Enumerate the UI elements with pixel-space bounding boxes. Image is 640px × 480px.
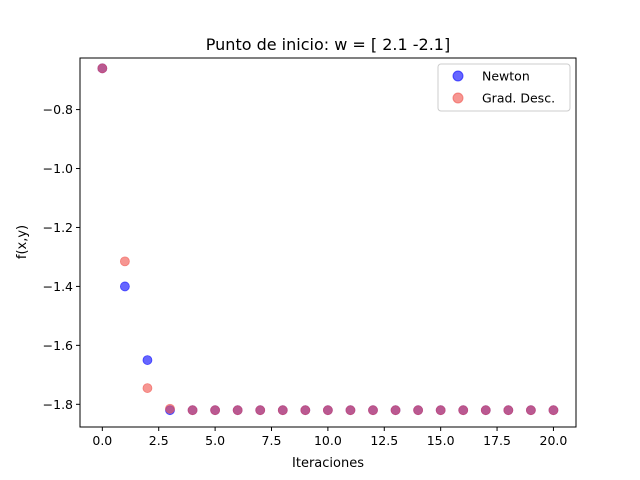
grad-desc-point <box>277 405 288 416</box>
grad-desc-point <box>300 405 311 416</box>
grad-desc-point <box>165 403 175 414</box>
legend-box <box>437 63 571 112</box>
y-tick-label: −1.2 <box>43 220 73 235</box>
x-tick-label: 2.5 <box>149 433 169 448</box>
x-axis: 0.0 2.5 5.0 7.5 10.0 12.5 15.0 17.5 20.0 <box>92 427 567 448</box>
x-tick-label: 5.0 <box>205 433 225 448</box>
grad-desc-point <box>525 405 536 416</box>
grad-desc-point <box>322 405 333 416</box>
grad-desc-point <box>413 405 424 416</box>
grad-desc-point <box>548 405 559 416</box>
grad-desc-point <box>142 383 153 393</box>
y-tick-label: −0.8 <box>43 102 73 117</box>
grad-desc-point <box>97 63 108 74</box>
y-tick-label: −1.6 <box>43 338 73 353</box>
grad-desc-point <box>368 405 378 416</box>
series-newton <box>97 63 559 416</box>
grad-desc-point <box>210 405 221 416</box>
grad-desc-point <box>390 405 401 416</box>
chart-title: Punto de inicio: w = [ 2.1 -2.1] <box>206 35 450 54</box>
grad-desc-point <box>255 405 266 416</box>
x-tick-label: 17.5 <box>483 433 511 448</box>
legend-label-newton: Newton <box>482 69 530 84</box>
grad-desc-point <box>458 405 469 416</box>
y-tick-label: −1.4 <box>43 279 73 294</box>
x-tick-label: 20.0 <box>540 433 568 448</box>
grad-desc-point <box>119 256 130 267</box>
x-tick-label: 15.0 <box>427 433 455 448</box>
legend-label-grad-desc: Grad. Desc. <box>482 91 555 106</box>
legend-marker-grad-desc <box>452 92 464 104</box>
x-tick-label: 7.5 <box>262 433 282 448</box>
x-tick-label: 12.5 <box>370 433 398 448</box>
legend-marker-newton <box>452 70 464 82</box>
grad-desc-point <box>187 405 198 416</box>
grad-desc-point <box>345 405 356 416</box>
legend: Newton Grad. Desc. <box>437 63 571 112</box>
y-axis: −0.8 −1.0 −1.2 −1.4 −1.6 −1.8 <box>43 102 80 412</box>
newton-point <box>119 281 130 292</box>
grad-desc-point <box>435 405 446 416</box>
grad-desc-point <box>232 405 243 416</box>
y-tick-label: −1.0 <box>43 161 73 176</box>
plot-area <box>79 57 577 428</box>
y-axis-label: f(x,y) <box>15 225 30 259</box>
x-axis-label: Iteraciones <box>292 456 364 471</box>
x-tick-label: 0.0 <box>92 433 112 448</box>
axes-frame <box>79 57 577 428</box>
y-tick-label: −1.8 <box>43 397 73 412</box>
series-grad-desc <box>97 63 559 416</box>
x-tick-label: 10.0 <box>314 433 342 448</box>
newton-point <box>142 355 153 365</box>
grad-desc-point <box>503 405 514 416</box>
grad-desc-point <box>480 405 491 416</box>
